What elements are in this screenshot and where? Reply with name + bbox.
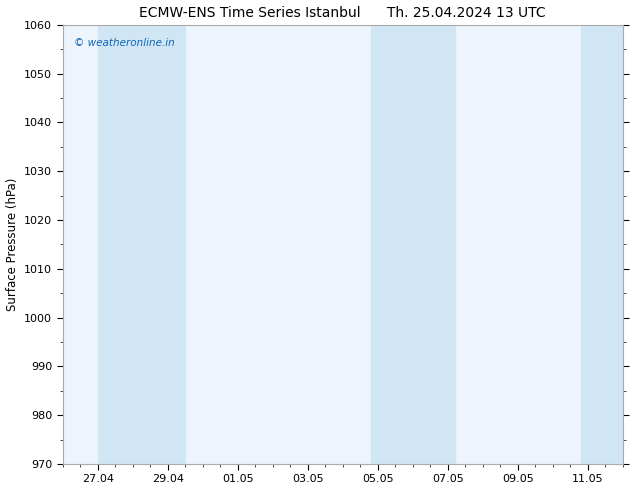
Text: © weatheronline.in: © weatheronline.in (74, 38, 174, 48)
Bar (371, 25, 455, 464)
Bar (581, 25, 623, 464)
Bar (98, 25, 185, 464)
Title: ECMW-ENS Time Series Istanbul      Th. 25.04.2024 13 UTC: ECMW-ENS Time Series Istanbul Th. 25.04.… (139, 5, 546, 20)
Y-axis label: Surface Pressure (hPa): Surface Pressure (hPa) (6, 178, 18, 311)
